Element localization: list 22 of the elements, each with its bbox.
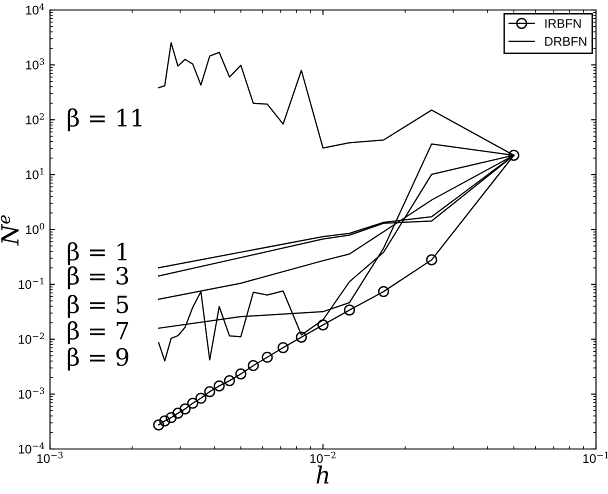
annotation: β = 11 — [68, 108, 142, 132]
annotation: β = 3 — [68, 266, 128, 290]
y-tick-label: 10$^{0}$ — [26, 222, 44, 234]
x-tick-label: 10$^{−2}$ — [310, 452, 336, 463]
y-tick-label: 10$^{2}$ — [26, 113, 44, 124]
x-axis-title: h — [316, 466, 328, 484]
annotation: β = 9 — [68, 348, 128, 370]
y-tick-label: 10$^{3}$ — [26, 58, 44, 70]
y-tick-label: 10$^{1}$ — [26, 168, 44, 180]
x-tick-label: 10$^{−1}$ — [583, 452, 608, 463]
x-tick-label: 10$^{−3}$ — [37, 452, 63, 463]
y-tick-label: 10$^{−1}$ — [18, 278, 44, 289]
legend-label: IRBFN — [545, 19, 581, 28]
y-tick-label: 10$^{−3}$ — [18, 388, 44, 399]
legend-label: DRBFN — [545, 37, 586, 46]
y-tick-label: 10$^{4}$ — [26, 3, 44, 15]
annotation: β = 1 — [68, 242, 126, 266]
annotation: β = 7 — [68, 321, 128, 344]
annotation: β = 5 — [68, 294, 128, 318]
y-axis-title: N$^{e}$ — [1, 215, 19, 246]
y-tick-label: 10$^{−4}$ — [18, 442, 44, 454]
y-tick-label: 10$^{−2}$ — [18, 332, 44, 344]
